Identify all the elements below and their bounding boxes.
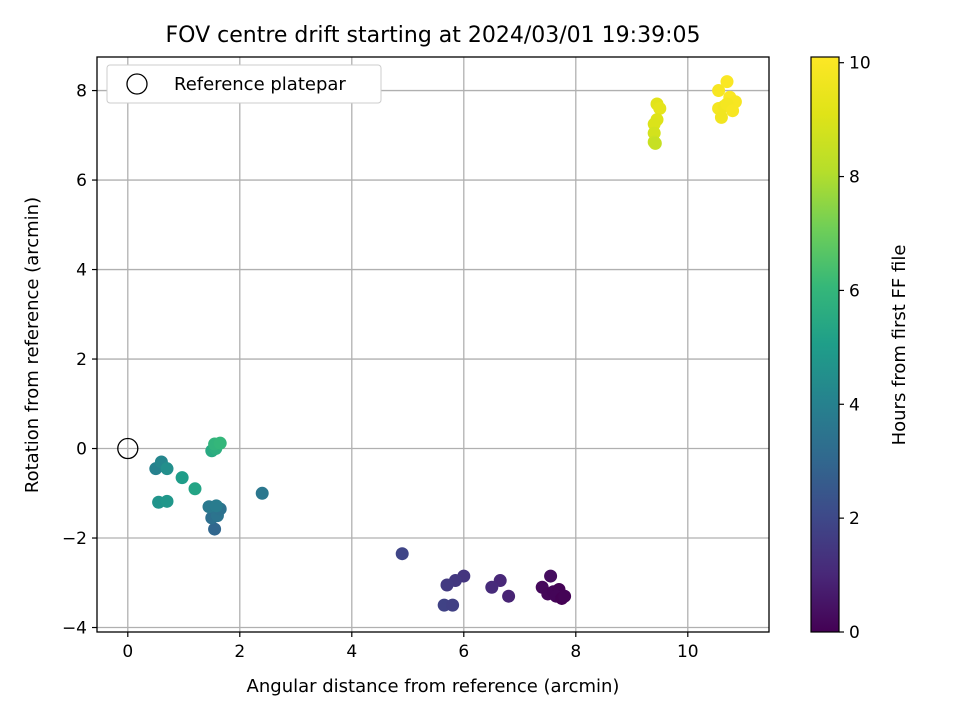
x-tick-label: 10 — [677, 642, 699, 662]
x-axis-label: Angular distance from reference (arcmin) — [247, 676, 620, 697]
data-point — [558, 589, 572, 603]
data-point — [647, 126, 661, 140]
data-point — [720, 75, 734, 89]
x-tick-label: 4 — [346, 642, 357, 662]
axis-ticks: 0 2 4 6 8 10 −4 −2 0 2 4 6 8 — [62, 82, 699, 662]
data-point — [209, 499, 223, 513]
data-point — [160, 462, 174, 476]
colorbar-label: Hours from first FF file — [889, 245, 910, 446]
data-point — [714, 110, 728, 124]
data-point — [160, 494, 174, 508]
legend-marker-reference — [126, 73, 148, 95]
data-point — [213, 436, 227, 450]
colorbar-gradient — [810, 56, 840, 633]
data-point — [648, 136, 662, 150]
colorbar-tick-label: 4 — [849, 395, 860, 415]
data-point — [647, 117, 661, 131]
y-tick-label: −2 — [62, 529, 87, 549]
y-tick-label: 0 — [76, 440, 87, 460]
colorbar-ticks: 0 2 4 6 8 10 — [839, 54, 871, 643]
data-point — [395, 547, 409, 561]
y-tick-label: 8 — [76, 82, 87, 102]
colorbar-tick-label: 6 — [849, 281, 860, 301]
data-point — [712, 84, 726, 98]
legend: Reference platepar — [106, 64, 382, 104]
data-point — [188, 482, 202, 496]
data-point — [440, 578, 454, 592]
chart-title: FOV centre drift starting at 2024/03/01 … — [166, 23, 701, 48]
colorbar: 0 2 4 6 8 10 Hours from first FF file — [810, 54, 910, 643]
y-tick-label: 2 — [76, 350, 87, 370]
x-tick-label: 0 — [122, 642, 133, 662]
data-point — [653, 101, 667, 115]
data-point — [485, 580, 499, 594]
data-points — [117, 75, 742, 612]
x-tick-label: 8 — [570, 642, 581, 662]
y-axis-label: Rotation from reference (arcmin) — [22, 197, 43, 493]
data-point — [255, 486, 269, 500]
legend-box — [106, 64, 382, 104]
x-tick-label: 6 — [458, 642, 469, 662]
legend-label-reference: Reference platepar — [174, 74, 346, 95]
data-point — [446, 598, 460, 612]
data-point — [726, 104, 740, 118]
data-point — [175, 471, 189, 485]
y-tick-label: −4 — [62, 619, 87, 639]
colorbar-tick-label: 8 — [849, 168, 860, 188]
colorbar-tick-label: 10 — [849, 54, 871, 74]
colorbar-tick-label: 2 — [849, 509, 860, 529]
plot-frame — [96, 56, 770, 633]
data-point — [208, 522, 222, 536]
grid — [97, 57, 769, 632]
y-tick-label: 6 — [76, 171, 87, 191]
y-tick-label: 4 — [76, 261, 87, 281]
data-point — [502, 589, 516, 603]
x-tick-label: 2 — [234, 642, 245, 662]
colorbar-tick-label: 0 — [849, 623, 860, 643]
reference-marker — [117, 437, 139, 460]
data-point — [544, 569, 558, 583]
